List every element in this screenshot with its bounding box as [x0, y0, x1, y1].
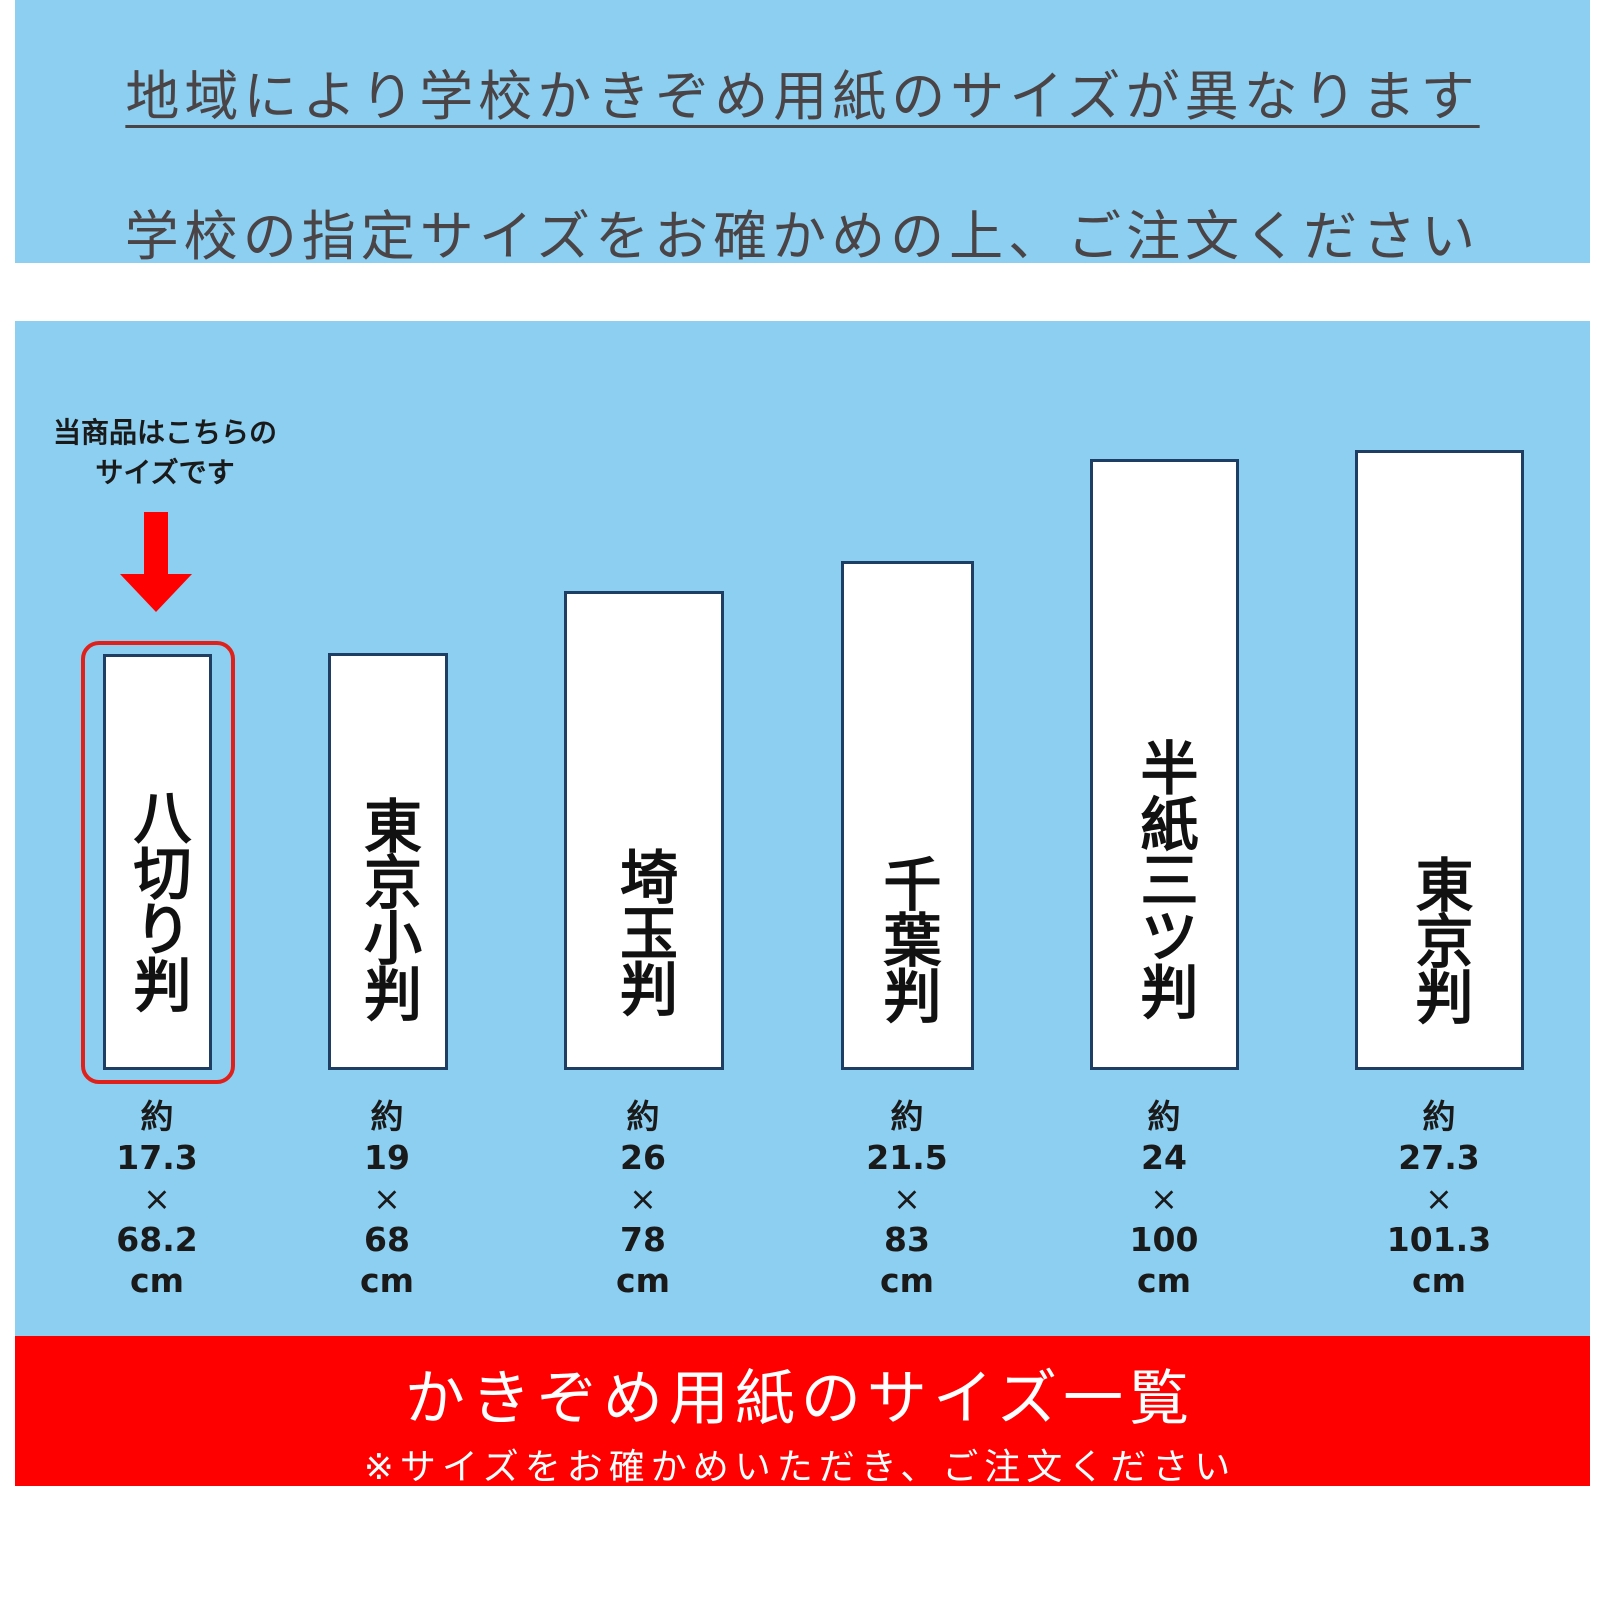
paper-hanshi-mitsu: 半紙三ツ判	[1090, 459, 1239, 1070]
down-arrow-head-icon	[120, 574, 192, 612]
size-tokyo: 約 27.3 × 101.3 cm	[1386, 1097, 1492, 1300]
paper-saitama: 埼玉判	[564, 591, 724, 1070]
this-product-callout: 当商品はこちらの サイズです	[52, 416, 277, 489]
region-size-notice: 地域により学校かきぞめ用紙のサイズが異なります	[125, 65, 1480, 128]
size-saitama: 約 26 × 78 cm	[616, 1097, 670, 1300]
size-comparison-panel	[15, 321, 1590, 1336]
size-hachigiri: 約 17.3 × 68.2 cm	[116, 1097, 198, 1300]
paper-label: 千葉判	[873, 854, 942, 1022]
current-product-highlight	[81, 641, 235, 1084]
down-arrow-icon	[144, 512, 168, 576]
top-notice-panel: 地域により学校かきぞめ用紙のサイズが異なります 学校の指定サイズをお確かめの上、…	[15, 0, 1590, 268]
size-hanshi-mitsu: 約 24 × 100 cm	[1129, 1097, 1199, 1300]
paper-label: 半紙三ツ判	[1130, 738, 1199, 1018]
paper-tokyo: 東京判	[1355, 450, 1524, 1070]
paper-chiba: 千葉判	[841, 561, 974, 1070]
paper-label: 八切り判	[123, 787, 192, 1011]
paper-label: 埼玉判	[610, 847, 678, 1015]
paper-label: 東京判	[1405, 855, 1474, 1023]
size-list-title: かきぞめ用紙のサイズ一覧	[404, 1364, 1196, 1434]
footer-banner	[15, 1336, 1590, 1486]
paper-hachigiri: 八切り判	[103, 654, 212, 1070]
size-tokyo-koban: 約 19 × 68 cm	[360, 1097, 414, 1300]
size-chiba: 約 21.5 × 83 cm	[866, 1097, 948, 1300]
order-instruction: 学校の指定サイズをお確かめの上、ご注文ください	[124, 205, 1481, 268]
paper-label: 東京小判	[354, 796, 422, 1020]
size-check-note: ※サイズをお確かめいただき、ご注文ください	[363, 1447, 1237, 1488]
paper-tokyo-koban: 東京小判	[328, 653, 448, 1070]
